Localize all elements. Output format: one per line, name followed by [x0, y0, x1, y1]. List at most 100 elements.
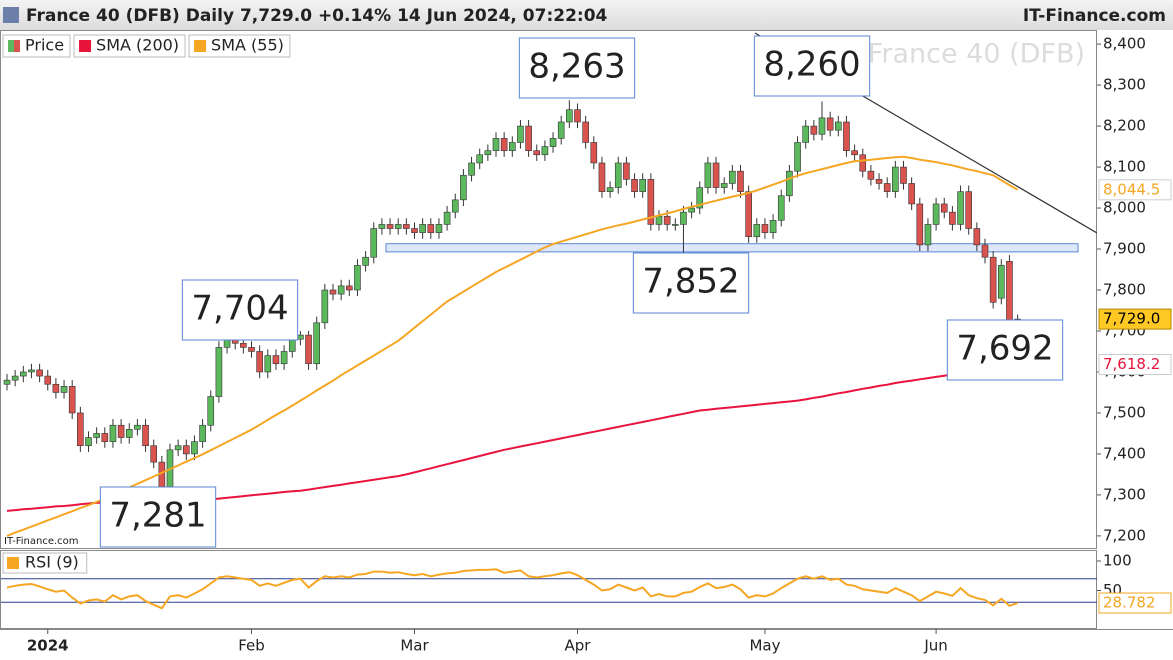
candle-body	[435, 224, 443, 233]
candle-body	[264, 355, 272, 373]
annotation-box	[946, 319, 1064, 381]
legend-box	[73, 34, 186, 58]
annotation-label: 7,852	[642, 262, 739, 302]
candle-body	[500, 138, 508, 151]
x-tick-label: Mar	[400, 637, 429, 655]
brand: IT-Finance.com	[1023, 6, 1166, 26]
candle-body	[345, 285, 353, 291]
candle-body	[557, 121, 565, 139]
candle-body	[802, 125, 810, 143]
candle-body	[981, 244, 989, 258]
candle-body	[207, 396, 215, 426]
candle-body	[101, 433, 109, 442]
candle-body	[639, 179, 647, 192]
candle-body	[843, 121, 850, 151]
candle-body	[598, 162, 606, 192]
rsi-panel	[0, 550, 1097, 629]
candle-body	[655, 215, 663, 225]
candle-body	[688, 207, 695, 213]
legend-swatch	[8, 40, 14, 52]
candle-body	[851, 150, 858, 156]
header-bar	[0, 0, 1173, 30]
sma-line	[6, 155, 1019, 537]
candle-body	[28, 369, 35, 373]
candle-body	[109, 424, 117, 442]
candle-body	[288, 338, 296, 352]
candle-body	[134, 424, 141, 430]
candle-body	[337, 285, 345, 295]
candle-body	[362, 256, 369, 266]
legend-swatch	[14, 40, 20, 52]
candle-body	[924, 224, 932, 246]
x-tick-label: Apr	[565, 637, 592, 655]
end-label: 7,729.0	[1103, 310, 1160, 328]
candle-body	[93, 433, 100, 438]
candle-body	[508, 142, 516, 151]
candle-body	[215, 347, 223, 397]
candle-body	[378, 224, 386, 229]
candle-body	[174, 445, 182, 451]
y-tick-label: 8,100	[1103, 158, 1146, 176]
end-label: 8,044.5	[1103, 180, 1160, 198]
candle-body	[411, 228, 418, 233]
y-tick-label: 8,000	[1103, 199, 1146, 217]
candle-body	[240, 342, 247, 348]
annotation-label: 8,260	[763, 45, 860, 85]
candle-body	[313, 322, 321, 365]
end-label-box	[1098, 592, 1172, 614]
candle-body	[614, 162, 622, 188]
annotation-label: 7,281	[109, 496, 206, 536]
candle-body	[875, 179, 883, 184]
candle-body	[77, 412, 84, 447]
candle-body	[476, 154, 484, 164]
candle-body	[794, 142, 801, 172]
candle-body	[386, 224, 394, 229]
y-tick-label: 7,200	[1103, 526, 1146, 544]
candle-body	[671, 224, 679, 226]
end-label: 28.782	[1103, 594, 1156, 612]
candle-body	[549, 138, 557, 147]
candle-body	[973, 228, 981, 246]
candle-body	[720, 183, 728, 188]
source: IT-Finance.com	[4, 536, 79, 547]
candle-body	[272, 355, 280, 365]
candle-body	[525, 125, 532, 151]
legend-item: SMA (55)	[188, 34, 291, 58]
y-tick-label: 7,400	[1103, 444, 1146, 462]
candle-body	[484, 150, 492, 156]
candle-body	[533, 150, 541, 156]
candle-body	[631, 179, 638, 192]
candle-body	[403, 224, 410, 229]
candle-body	[427, 224, 435, 233]
annotation-label: 7,704	[191, 289, 288, 329]
plot-layer: 7,2007,3007,4007,5007,6007,7007,8007,900…	[1, 34, 1172, 655]
legend-box	[188, 34, 291, 58]
legend-item: Price	[2, 34, 71, 58]
candle-body	[460, 174, 467, 201]
annotation-box	[99, 486, 217, 548]
candle-body	[297, 334, 304, 340]
candle-body	[777, 195, 785, 221]
candle-body	[737, 170, 744, 192]
candle-body	[60, 386, 68, 393]
candle-body	[582, 121, 589, 143]
candle-body	[729, 170, 736, 184]
annotation-label: 7,692	[956, 329, 1053, 369]
candle-body	[191, 441, 198, 455]
header-title: France 40 (DFB) Daily 7,729.0 +0.14% 14 …	[26, 6, 608, 26]
candle-body	[810, 125, 818, 135]
candle-body	[606, 187, 614, 192]
candle-body	[997, 265, 1005, 299]
end-label: 7,618.2	[1103, 355, 1160, 373]
candle-body	[3, 379, 11, 385]
y-tick-label: 8,200	[1103, 117, 1146, 135]
candle-body	[354, 265, 361, 291]
candle-body	[183, 445, 190, 455]
candle-body	[19, 371, 27, 377]
candle-body	[826, 117, 834, 131]
candle-body	[949, 211, 956, 225]
annotation-box	[518, 37, 636, 99]
annotation-box	[753, 35, 871, 97]
candle-body	[834, 121, 842, 131]
